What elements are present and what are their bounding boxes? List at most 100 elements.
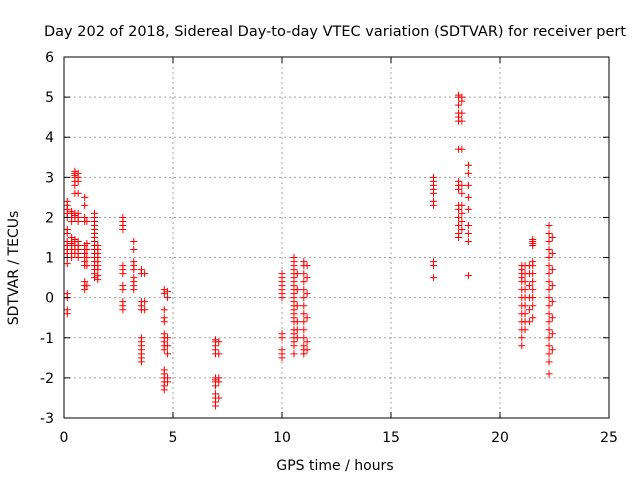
data-point-marker xyxy=(293,270,301,278)
data-point-marker xyxy=(74,209,82,217)
data-point-marker xyxy=(81,213,89,221)
data-point-marker xyxy=(160,314,168,322)
data-point-marker xyxy=(464,221,472,229)
data-point-marker xyxy=(293,286,301,294)
data-point-marker xyxy=(529,278,537,286)
data-point-marker xyxy=(521,286,529,294)
y-tick-label: 4 xyxy=(45,130,54,146)
data-point-marker xyxy=(458,181,466,189)
data-point-marker xyxy=(521,302,529,310)
data-point-marker xyxy=(545,254,553,262)
data-point-marker xyxy=(525,318,533,326)
data-point-marker xyxy=(300,286,308,294)
data-point-marker xyxy=(521,278,529,286)
data-point-marker xyxy=(63,306,71,314)
data-point-marker xyxy=(293,334,301,342)
data-point-marker xyxy=(290,350,298,358)
data-point-marker xyxy=(455,213,463,221)
y-tick-label: 0 xyxy=(45,291,54,307)
data-point-marker xyxy=(521,326,529,334)
data-point-marker xyxy=(548,266,556,274)
data-point-marker xyxy=(455,221,463,229)
data-point-marker xyxy=(548,250,556,258)
data-point-marker xyxy=(303,274,311,282)
data-point-marker xyxy=(215,350,223,358)
data-point-marker xyxy=(141,270,149,278)
data-point-marker xyxy=(130,246,138,254)
data-point-marker xyxy=(141,298,149,306)
data-point-marker xyxy=(74,189,82,197)
data-point-marker xyxy=(137,334,145,342)
x-tick-label: 25 xyxy=(600,430,618,446)
data-point-marker xyxy=(464,238,472,246)
data-point-marker xyxy=(545,302,553,310)
data-point-marker xyxy=(529,314,537,322)
x-tick-label: 15 xyxy=(382,430,400,446)
data-point-marker xyxy=(303,346,311,354)
data-point-marker xyxy=(83,246,91,254)
data-point-marker xyxy=(83,217,91,225)
x-tick-label: 0 xyxy=(60,430,69,446)
data-point-marker xyxy=(83,282,91,290)
data-point-marker xyxy=(164,288,172,296)
y-axis-label: SDTVAR / TECUs xyxy=(6,211,22,326)
data-point-marker xyxy=(119,298,127,306)
data-point-marker xyxy=(548,298,556,306)
data-point-marker xyxy=(215,394,223,402)
data-point-marker xyxy=(91,209,99,217)
data-point-marker xyxy=(518,342,526,350)
data-point-marker xyxy=(293,326,301,334)
data-point-marker xyxy=(548,314,556,322)
data-point-marker xyxy=(545,350,553,358)
data-point-marker xyxy=(81,201,89,209)
data-point-marker xyxy=(300,342,308,350)
x-tick-label: 10 xyxy=(273,430,291,446)
data-point-marker xyxy=(529,302,537,310)
data-point-marker xyxy=(94,272,102,280)
data-point-marker xyxy=(74,169,82,177)
grid-lines xyxy=(64,57,609,418)
y-tick-label: 1 xyxy=(45,251,54,267)
x-axis-label: GPS time / hours xyxy=(276,458,393,474)
data-point-marker xyxy=(545,238,553,246)
plot-frame xyxy=(63,56,610,419)
data-point-marker xyxy=(458,189,466,197)
data-point-marker xyxy=(455,101,463,109)
data-point-marker xyxy=(545,318,553,326)
x-tick-labels: 0 5 10 15 20 25 xyxy=(60,430,618,446)
data-point-marker xyxy=(278,330,286,338)
data-point-marker xyxy=(300,302,308,310)
data-point-marker xyxy=(430,258,438,266)
x-tick-label: 20 xyxy=(491,430,509,446)
data-point-marker xyxy=(548,346,556,354)
data-point-marker xyxy=(63,197,71,205)
data-point-marker xyxy=(83,262,91,270)
data-point-marker xyxy=(529,236,537,244)
data-point-marker xyxy=(290,254,298,262)
data-point-marker xyxy=(119,282,127,290)
data-point-marker xyxy=(464,272,472,280)
data-point-marker xyxy=(529,258,537,266)
data-point-marker xyxy=(303,314,311,322)
data-point-marker xyxy=(119,262,127,270)
data-point-marker xyxy=(525,282,533,290)
data-point-marker xyxy=(529,270,537,278)
data-point-marker xyxy=(83,240,91,248)
data-point-marker xyxy=(300,326,308,334)
data-point-marker xyxy=(81,278,89,286)
data-point-marker xyxy=(458,201,466,209)
data-point-marker xyxy=(160,330,168,338)
data-point-marker xyxy=(300,310,308,318)
data-point-marker xyxy=(141,306,149,314)
data-point-marker xyxy=(300,334,308,342)
data-point-marker xyxy=(164,334,172,342)
data-point-marker xyxy=(300,258,308,266)
data-point-marker xyxy=(430,173,438,181)
data-point-marker xyxy=(303,290,311,298)
y-tick-label: 3 xyxy=(45,170,54,186)
data-point-marker xyxy=(278,346,286,354)
data-point-marker xyxy=(458,217,466,225)
data-point-marker xyxy=(137,266,145,274)
data-point-marker xyxy=(458,209,466,217)
data-point-marker xyxy=(74,238,82,246)
